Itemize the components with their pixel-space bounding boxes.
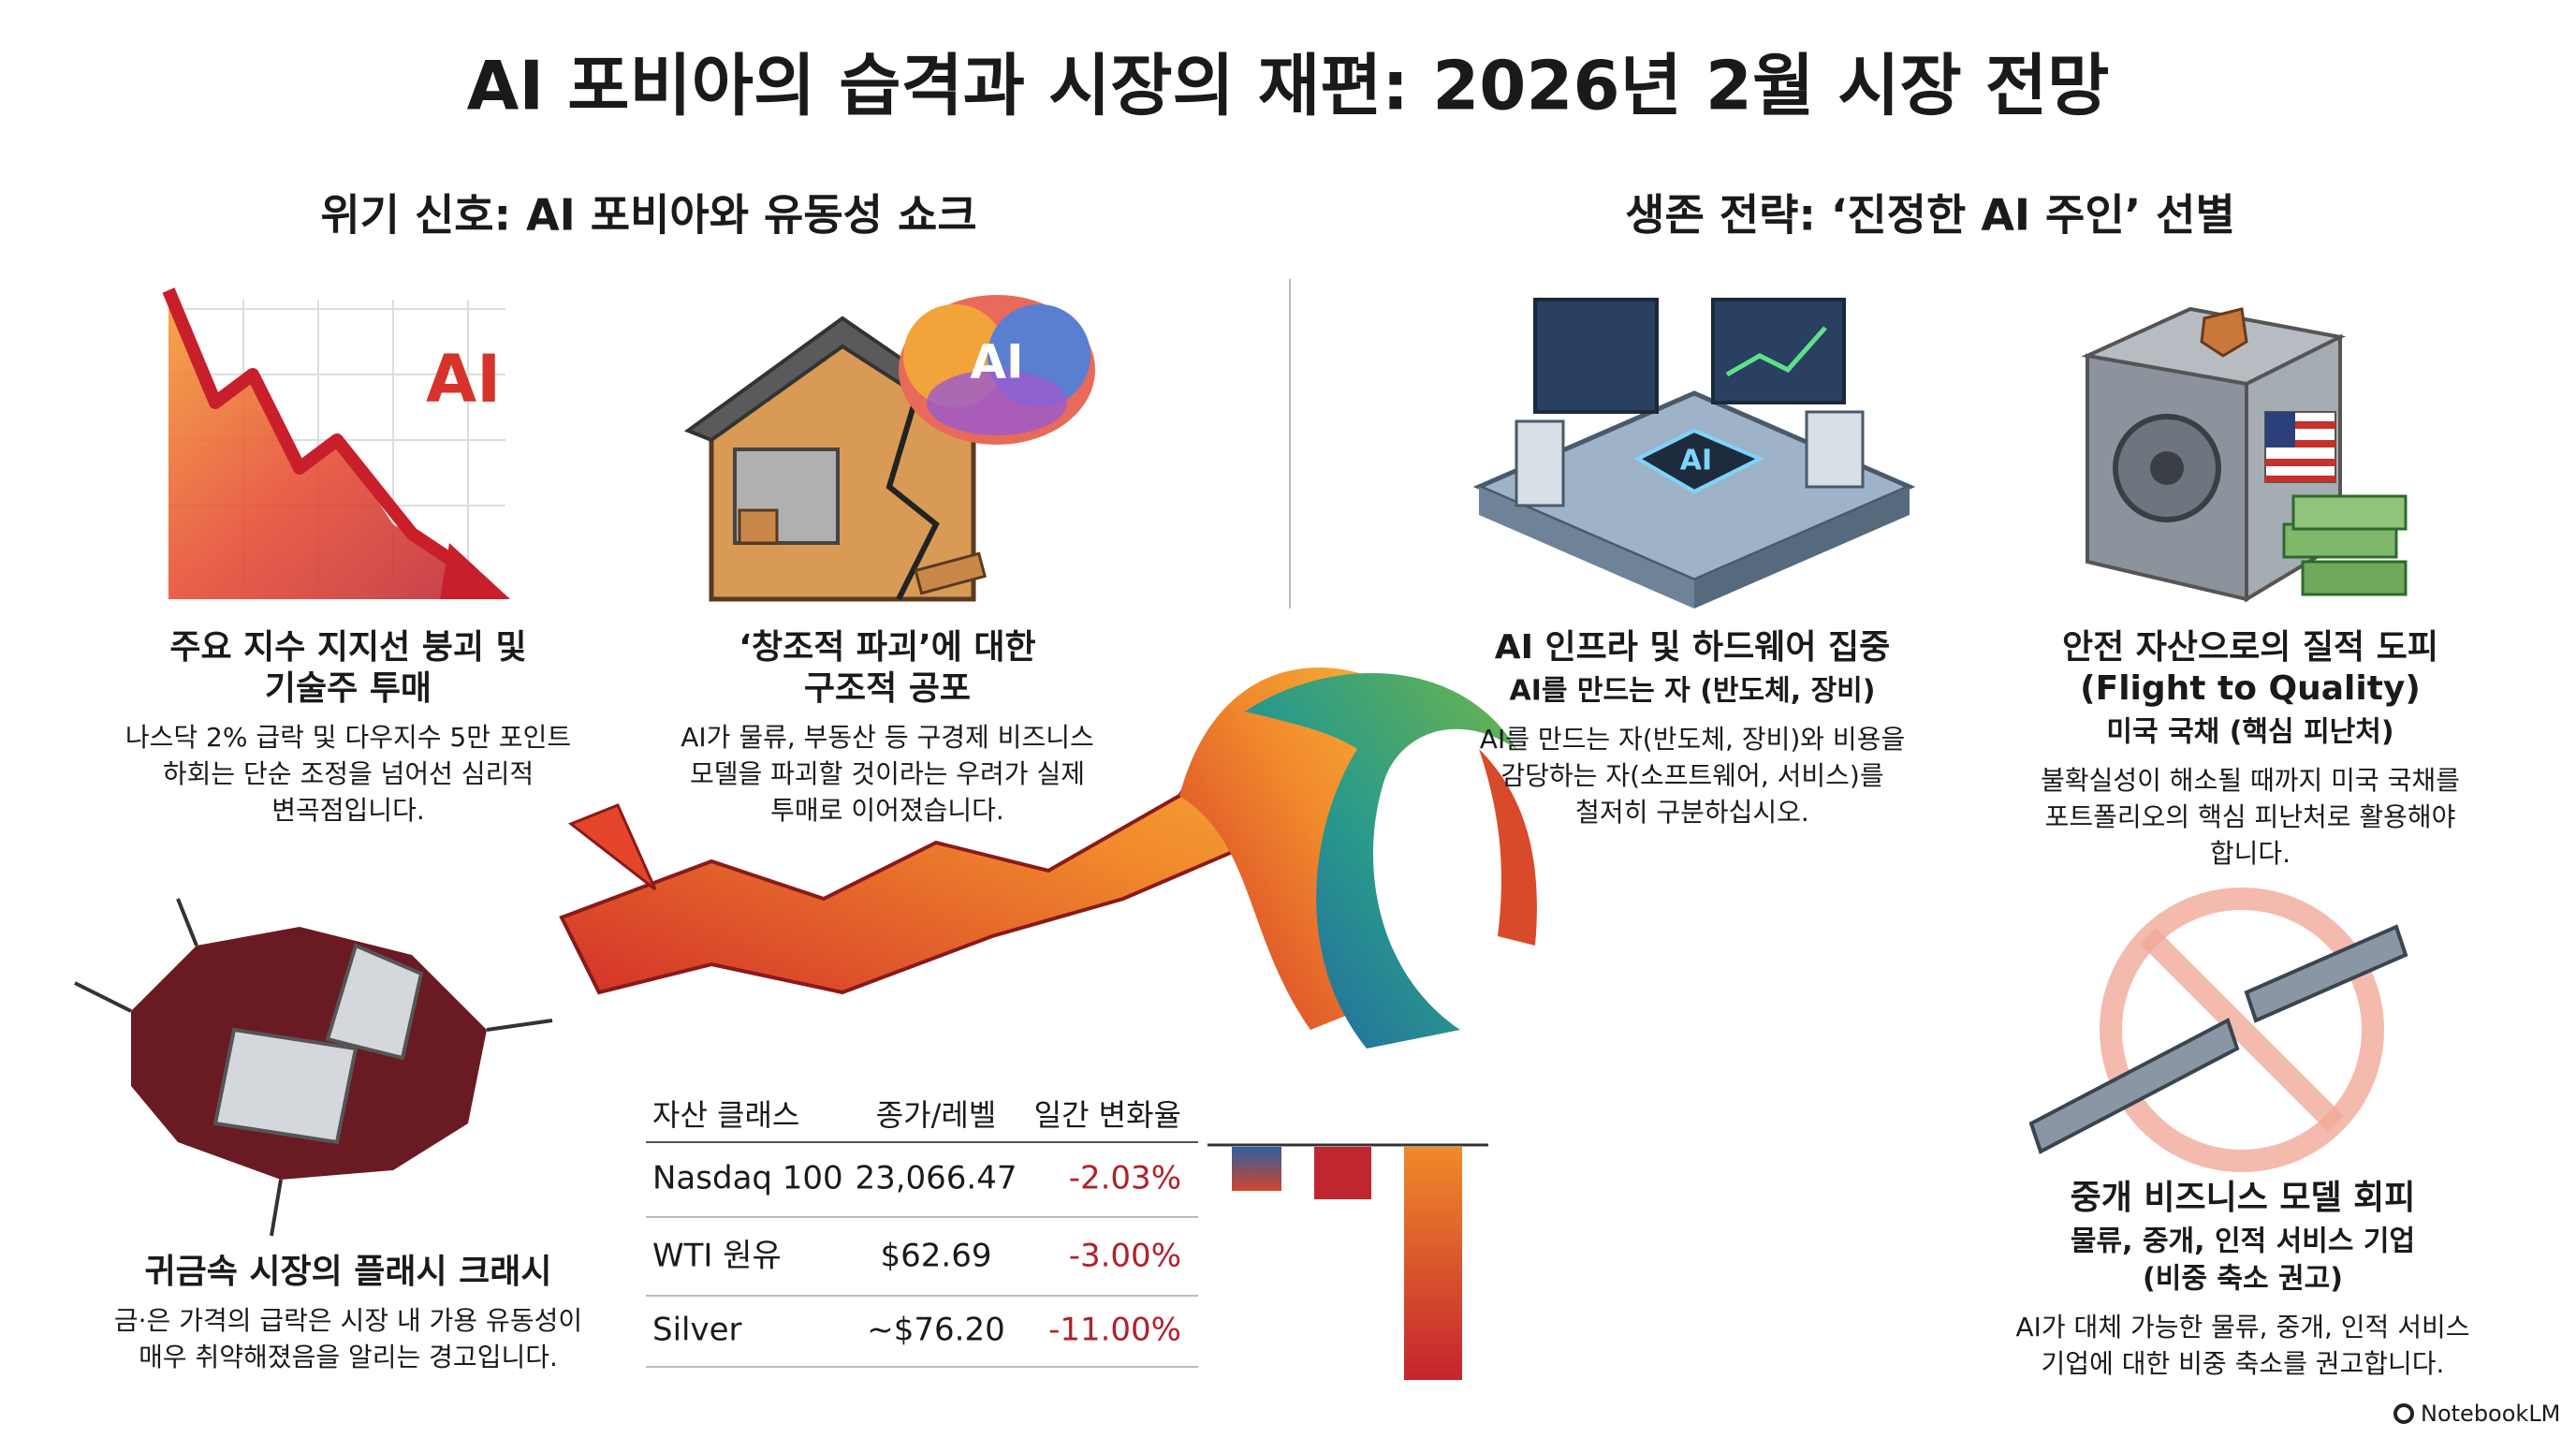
silver-crash-illustration bbox=[74, 898, 553, 1237]
block-body: 불확실성이 해소될 때까지 미국 국채를 bbox=[2041, 765, 2460, 796]
decorative-bars bbox=[1208, 1143, 1488, 1380]
block-subtitle: AI를 만드는 자 (반도체, 장비) bbox=[1510, 675, 1876, 708]
table-header: 자산 클래스 bbox=[652, 1097, 799, 1133]
bridge-avoid-illustration bbox=[2028, 888, 2408, 1172]
table-cell: ~$76.20 bbox=[867, 1312, 1004, 1349]
block-title: ‘창조적 파괴’에 대한 bbox=[739, 628, 1035, 667]
table-cell: $62.69 bbox=[881, 1238, 992, 1275]
block-title: (Flight to Quality) bbox=[2080, 669, 2421, 708]
block-body: 철저히 구분하십시오. bbox=[1575, 797, 1809, 828]
block-body: 투매로 이어졌습니다. bbox=[770, 795, 1004, 826]
block-body: 변곡점입니다. bbox=[271, 795, 424, 826]
block-title: 귀금속 시장의 플래시 크래시 bbox=[144, 1253, 551, 1291]
block-body: 나스닥 2% 급락 및 다우지수 5만 포인트 bbox=[125, 722, 571, 753]
block-body: 포트폴리오의 핵심 피난처로 활용해야 bbox=[2045, 801, 2456, 832]
table-header: 종가/레벨 bbox=[876, 1097, 997, 1133]
footer-brand: NotebookLM bbox=[2393, 1401, 2560, 1427]
vault-illustration bbox=[2081, 306, 2408, 603]
block-subtitle: (비중 축소 권고) bbox=[2143, 1263, 2343, 1296]
falling-chart-illustration: AI bbox=[162, 287, 510, 599]
block-title: 안전 자산으로의 질적 도피 bbox=[2062, 628, 2438, 667]
block-body: 하회는 단순 조정을 넘어선 심리적 bbox=[163, 758, 534, 789]
footer-text: NotebookLM bbox=[2421, 1401, 2560, 1427]
block-title: 구조적 공포 bbox=[804, 669, 971, 708]
ai-mark: AI bbox=[970, 335, 1023, 389]
block-title: 주요 지수 지지선 붕괴 및 bbox=[169, 628, 526, 667]
block-title: AI 인프라 및 하드웨어 집중 bbox=[1495, 628, 1891, 667]
block-body: 합니다. bbox=[2210, 838, 2291, 869]
table-header: 일간 변화율 bbox=[1034, 1097, 1181, 1133]
table-cell: Nasdaq 100 bbox=[652, 1160, 843, 1197]
ai-infra-illustration: AI bbox=[1472, 298, 1916, 609]
block-body: AI가 물류, 부동산 등 구경제 비즈니스 bbox=[681, 722, 1093, 753]
section-heading: 생존 전략: ‘진정한 AI 주인’ 선별 bbox=[1625, 190, 2235, 241]
table-cell: -11.00% bbox=[1048, 1312, 1181, 1349]
block-body: 감당하는 자(소프트웨어, 서비스)를 bbox=[1500, 760, 1883, 791]
data-table bbox=[646, 1141, 1198, 1368]
block-title: 중개 비즈니스 모델 회피 bbox=[2071, 1179, 2416, 1217]
table-cell: Silver bbox=[652, 1312, 742, 1349]
table-cell: -3.00% bbox=[1069, 1238, 1181, 1275]
section-heading: 위기 신호: AI 포비아와 유동성 쇼크 bbox=[320, 190, 976, 241]
ai-mark: AI bbox=[1680, 445, 1712, 477]
block-subtitle: 미국 국채 (핵심 피난처) bbox=[2106, 716, 2393, 749]
block-subtitle: 물류, 중개, 인적 서비스 기업 bbox=[2071, 1225, 2415, 1258]
block-body: AI를 만드는 자(반도체, 장비)와 비용을 bbox=[1480, 724, 1905, 755]
table-cell: 23,066.47 bbox=[855, 1160, 1017, 1197]
block-body: 금·은 가격의 급락은 시장 내 가용 유동성이 bbox=[114, 1305, 582, 1336]
wave-illustration bbox=[559, 667, 1537, 1049]
block-body: AI가 대체 가능한 물류, 중개, 인적 서비스 bbox=[2015, 1312, 2469, 1343]
block-body: 모델을 파괴할 것이라는 우려가 실제 bbox=[690, 758, 1085, 789]
table-cell: WTI 원유 bbox=[652, 1238, 782, 1275]
block-body: 매우 취약해졌음을 알리는 경고입니다. bbox=[139, 1342, 558, 1372]
page-title: AI 포비아의 습격과 시장의 재편: 2026년 2월 시장 전망 bbox=[467, 47, 2110, 125]
table-cell: -2.03% bbox=[1069, 1160, 1181, 1197]
block-title: 기술주 투매 bbox=[265, 669, 432, 708]
ai-mark: AI bbox=[426, 341, 501, 418]
block-body: 기업에 대한 비중 축소를 권고합니다. bbox=[2042, 1348, 2445, 1379]
broken-house-illustration: AI bbox=[683, 295, 1095, 602]
